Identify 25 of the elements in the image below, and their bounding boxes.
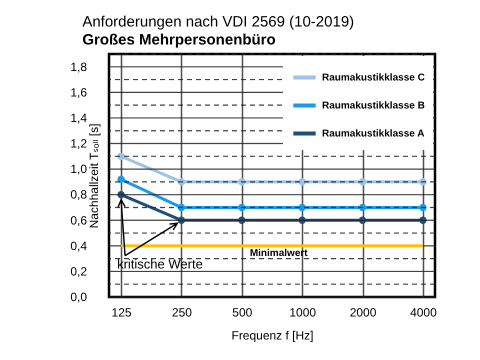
y-tick-label: 0,8: [70, 188, 88, 202]
chart-title: Anforderungen nach VDI 2569 (10-2019): [82, 13, 354, 30]
y-axis-title: Nachhallzeit Tₛₒₗₗ [s]: [87, 124, 101, 228]
x-tick-label: 2000: [350, 306, 377, 320]
legend-label: Raumakustikklasse C: [322, 72, 425, 84]
y-tick-label: 0,4: [70, 238, 88, 253]
y-tick-label: 1,0: [70, 162, 88, 176]
point: [117, 176, 125, 184]
x-tick-label: 250: [172, 306, 192, 320]
point: [298, 178, 306, 186]
y-tick-label: 1,2: [70, 136, 88, 151]
legend-label: Raumakustikklasse B: [322, 100, 425, 112]
x-tick-label: 125: [112, 306, 132, 320]
legend-label: Raumakustikklasse A: [322, 128, 424, 140]
x-tick-label: 500: [232, 306, 253, 320]
x-axis-title: Frequenz f [Hz]: [231, 328, 314, 342]
x-tick-label: 1000: [289, 306, 316, 320]
y-tick-label: 0,6: [70, 213, 88, 228]
y-tick-label: 0,0: [70, 290, 88, 304]
y-tick-label: 1,6: [70, 85, 88, 100]
y-tick-label: 1,4: [70, 110, 88, 125]
y-tick-label: 1,8: [70, 60, 88, 74]
chart-subtitle: Großes Mehrpersonenbüro: [82, 31, 276, 48]
y-tick-label: 0,2: [70, 264, 88, 278]
x-tick-label: 4000: [410, 306, 438, 320]
